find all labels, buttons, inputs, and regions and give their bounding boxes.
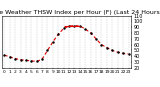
Title: Milwaukee Weather THSW Index per Hour (F) (Last 24 Hours): Milwaukee Weather THSW Index per Hour (F… [0, 10, 160, 15]
